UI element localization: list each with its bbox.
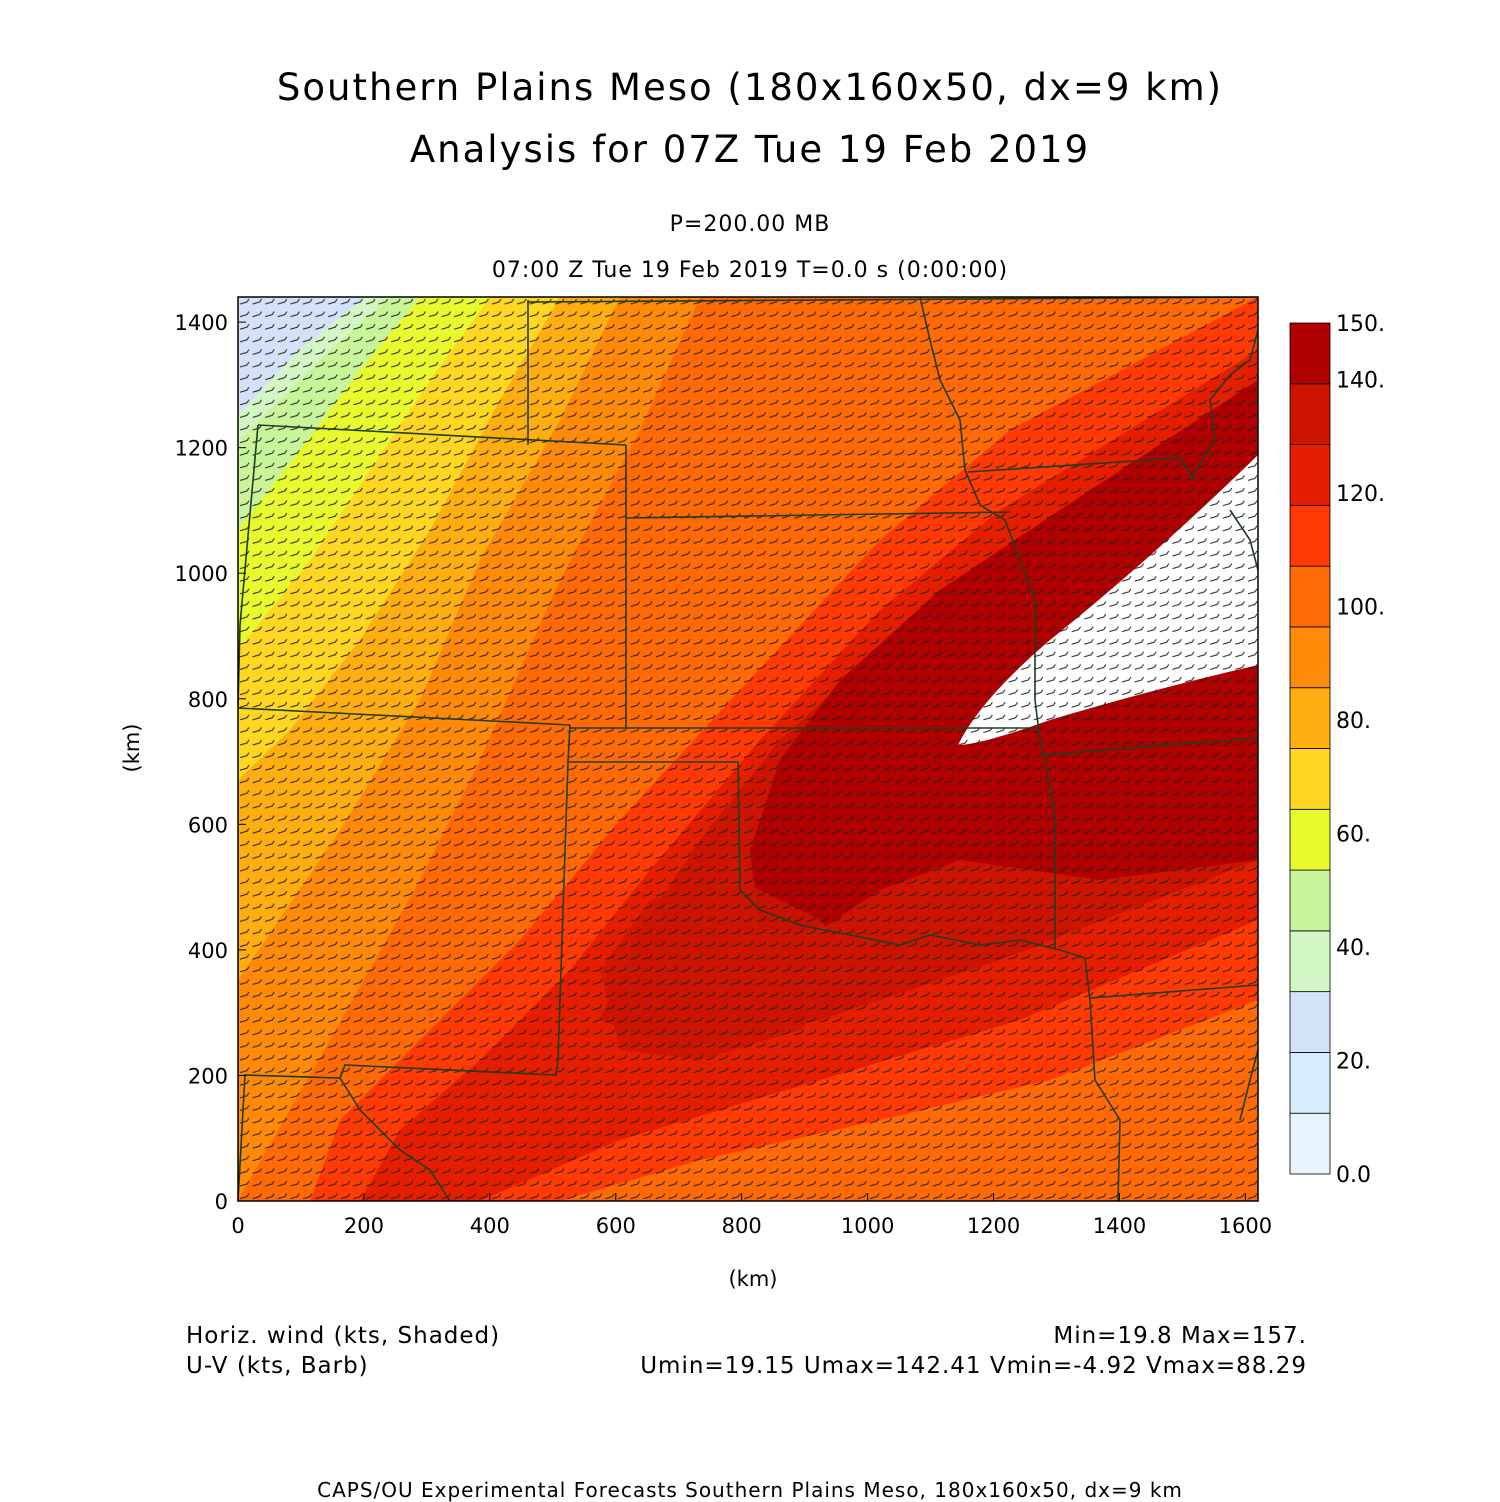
x-tick-label: 1600: [1219, 1214, 1272, 1238]
plot-frame: [237, 296, 1259, 1202]
valid-time: 07:00 Z Tue 19 Feb 2019 T=0.0 s (0:00:00…: [491, 258, 1009, 283]
plot-subtitle: Analysis for 07Z Tue 19 Feb 2019: [409, 128, 1091, 171]
state-borders: [238, 297, 1258, 1201]
colorbar-label: 120.: [1336, 482, 1385, 507]
y-tick-label: 1400: [175, 311, 228, 335]
x-tick-label: 200: [344, 1214, 384, 1238]
x-tick-label: 1200: [967, 1214, 1020, 1238]
colorbar-box: [1289, 808, 1331, 871]
x-tick-label: 600: [596, 1214, 636, 1238]
y-tick-label: 1000: [175, 562, 228, 586]
colorbar-label: 0.0: [1336, 1163, 1371, 1188]
colorbar-label: 60.: [1336, 823, 1371, 848]
wind-barbs: [238, 297, 1258, 1201]
y-axis: 0 200 400 600 800 1000 1200 1400: [175, 311, 246, 1214]
colorbar-box: [1289, 383, 1331, 445]
y-tick-label: 400: [188, 939, 228, 963]
wind-speed-field: [238, 297, 1258, 1201]
colorbar-label: 40.: [1336, 936, 1371, 961]
colorbar-label: 80.: [1336, 709, 1371, 734]
colorbar-box: [1289, 504, 1331, 567]
uv-stats: Umin=19.15 Umax=142.41 Vmin=-4.92 Vmax=8…: [640, 1353, 1307, 1379]
shaded-field-label: Horiz. wind (kts, Shaded): [186, 1323, 501, 1349]
x-tick-label: 800: [722, 1214, 762, 1238]
colorbar-box: [1289, 748, 1331, 810]
colorbar-label: 20.: [1336, 1050, 1371, 1075]
colorbar-box: [1289, 565, 1331, 628]
minmax-stats: Min=19.8 Max=157.: [1053, 1323, 1307, 1349]
x-tick-label: 400: [470, 1214, 510, 1238]
colorbar-box: [1289, 444, 1331, 506]
colorbar-box: [1289, 322, 1331, 385]
x-axis: 0 200 400 600 800 1000 1200 1400 1600: [231, 1193, 1272, 1238]
x-tick-label: 0: [231, 1214, 244, 1238]
colorbar-box: [1289, 991, 1331, 1053]
colorbar: [1289, 322, 1331, 1175]
plot-title: Southern Plains Meso (180x160x50, dx=9 k…: [276, 66, 1224, 109]
colorbar-box: [1289, 930, 1331, 993]
colorbar-box: [1289, 1052, 1331, 1114]
colorbar-label: 140.: [1336, 369, 1385, 394]
y-tick-label: 200: [188, 1064, 228, 1088]
y-tick-label: 1200: [175, 437, 228, 461]
pressure-level: P=200.00 MB: [669, 212, 831, 237]
y-tick-label: 600: [188, 813, 228, 837]
colorbar-box: [1289, 687, 1331, 749]
colorbar-box: [1289, 626, 1331, 689]
y-axis-label: (km): [120, 723, 144, 772]
y-tick-label: 0: [215, 1190, 228, 1214]
colorbar-label: 100.: [1336, 596, 1385, 621]
y-tick-label: 800: [188, 688, 228, 712]
x-tick-label: 1400: [1093, 1214, 1146, 1238]
colorbar-box: [1289, 1112, 1331, 1175]
x-axis-label: (km): [728, 1267, 777, 1291]
colorbar-box: [1289, 869, 1331, 932]
x-tick-label: 1000: [841, 1214, 894, 1238]
colorbar-labels: 0.0 20. 40. 60. 80. 100. 120. 140. 150.: [1336, 312, 1385, 1188]
barb-field-label: U-V (kts, Barb): [186, 1353, 369, 1379]
footer-credit: CAPS/OU Experimental Forecasts Southern …: [317, 1478, 1183, 1502]
colorbar-label: 150.: [1336, 312, 1385, 337]
